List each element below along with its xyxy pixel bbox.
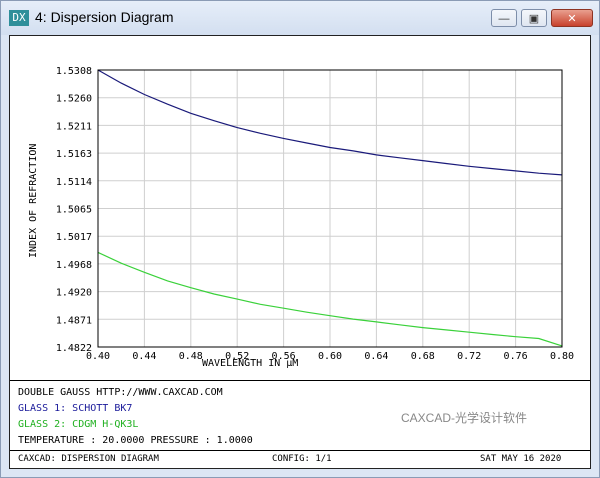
x-tick-label: 0.60 [318, 351, 342, 362]
plot-area: 1.5308 1.5260 1.5211 1.5163 1.5114 1.5065 1.50… [9, 35, 591, 469]
info-line-glass2: GLASS 2: CDGM H-QK3L [18, 419, 139, 430]
x-tick-label: 0.52 [225, 351, 249, 362]
minimize-button[interactable]: — [491, 9, 517, 27]
app-icon[interactable]: DX [9, 10, 29, 26]
x-tick-label: 0.48 [179, 351, 203, 362]
y-tick-label: 1.4920 [56, 288, 92, 299]
y-tick-label: 1.5017 [56, 232, 92, 243]
y-tick-label: 1.5163 [56, 149, 92, 160]
x-tick-label: 0.68 [411, 351, 435, 362]
x-tick-label: 0.44 [132, 351, 156, 362]
series-line-2 [97, 251, 563, 347]
title-bar[interactable]: DX 4: Dispersion Diagram — ▣ ✕ [1, 1, 599, 35]
info-line-glass1: GLASS 1: SCHOTT BK7 [18, 403, 133, 414]
series-line-1 [97, 69, 563, 176]
dispersion-chart: 1.5308 1.5260 1.5211 1.5163 1.5114 1.5065 1.50… [28, 66, 574, 369]
y-tick-label: 1.5260 [56, 94, 92, 105]
x-tick-label: 0.40 [86, 351, 110, 362]
x-axis-label: WAVELENGTH IN μM [202, 358, 298, 369]
x-tick-label: 0.76 [504, 351, 528, 362]
watermark: CAXCAD-光学设计软件 [401, 411, 528, 425]
grid [98, 70, 562, 347]
info-line-conditions: TEMPERATURE : 20.0000 PRESSURE : 1.0000 [18, 435, 253, 446]
x-tick-label: 0.72 [457, 351, 481, 362]
y-tick-label: 1.5308 [56, 66, 92, 77]
x-tick-label: 0.56 [272, 351, 296, 362]
y-axis-label: INDEX OF REFRACTION [28, 144, 39, 258]
y-tick-labels: 1.5308 1.5260 1.5211 1.5163 1.5114 1.5065 1.50… [56, 66, 92, 354]
plot-frame [97, 69, 563, 348]
y-tick-label: 1.4871 [56, 315, 92, 326]
series-lines [97, 69, 563, 347]
x-tick-label: 0.64 [364, 351, 388, 362]
y-tick-label: 1.4968 [56, 260, 92, 271]
info-panel: DOUBLE GAUSS HTTP://WWW.CAXCAD.COM GLASS… [10, 380, 590, 453]
y-tick-label: 1.4822 [56, 343, 92, 354]
status-config: CONFIG: 1/1 [272, 454, 332, 464]
info-line-system: DOUBLE GAUSS HTTP://WWW.CAXCAD.COM [18, 387, 223, 398]
y-tick-label: 1.5114 [56, 177, 92, 188]
x-tick-label: 0.80 [550, 351, 574, 362]
status-left: CAXCAD: DISPERSION DIAGRAM [18, 454, 159, 464]
status-bar: CAXCAD: DISPERSION DIAGRAM CONFIG: 1/1 S… [10, 450, 590, 469]
status-date: SAT MAY 16 2020 [480, 454, 562, 464]
x-tick-labels: 0.40 0.44 0.48 0.52 0.56 0.60 0.64 0.68 0.72 0.76… [86, 351, 574, 362]
y-tick-label: 1.5211 [56, 121, 92, 132]
y-tick-label: 1.5065 [56, 205, 92, 216]
window-title: 4: Dispersion Diagram [35, 9, 174, 25]
close-button[interactable]: ✕ [551, 9, 593, 27]
maximize-button[interactable]: ▣ [521, 9, 547, 27]
